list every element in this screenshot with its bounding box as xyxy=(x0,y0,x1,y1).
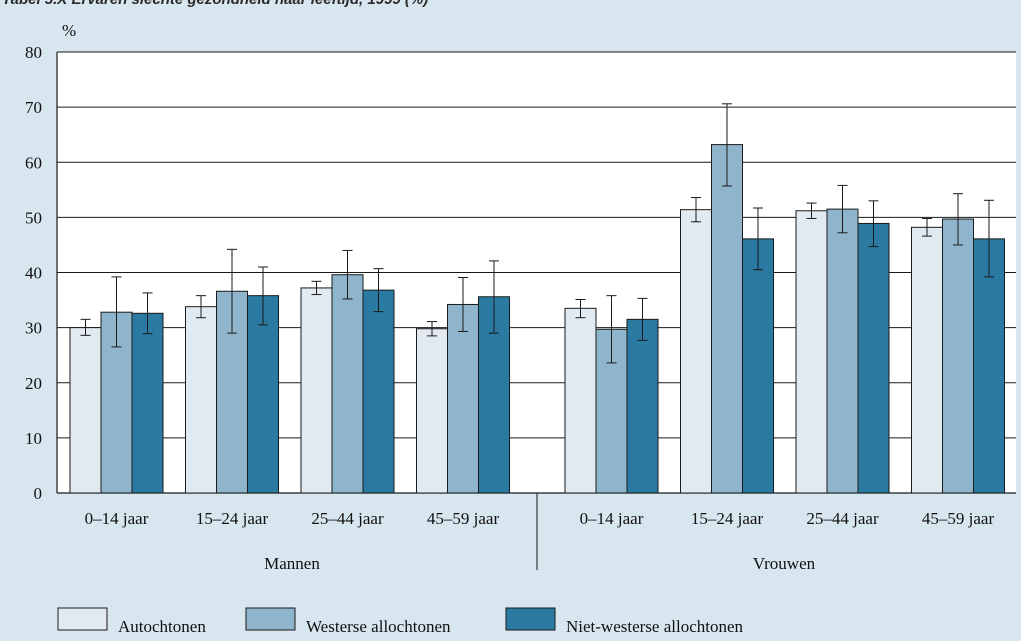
bar xyxy=(331,274,364,494)
x-tick-label: 25–44 jaar xyxy=(311,509,384,528)
y-tick-label: 60 xyxy=(25,153,42,172)
bar xyxy=(973,238,1005,494)
bar xyxy=(362,289,395,494)
bar xyxy=(826,208,859,494)
x-tick-label: 45–59 jaar xyxy=(427,509,500,528)
y-tick-label: 30 xyxy=(25,319,42,338)
y-tick-label: 0 xyxy=(34,484,43,503)
y-tick-label: 70 xyxy=(25,98,42,117)
group-label: Vrouwen xyxy=(753,554,816,573)
bar xyxy=(595,328,628,494)
bar xyxy=(626,318,659,494)
y-tick-label: 10 xyxy=(25,429,42,448)
y-axis-label: % xyxy=(62,21,76,40)
legend-label: Niet-westerse allochtonen xyxy=(566,617,744,636)
x-tick-label: 15–24 jaar xyxy=(196,509,269,528)
bar xyxy=(300,287,333,494)
legend-label: Westerse allochtonen xyxy=(306,617,451,636)
y-tick-label: 40 xyxy=(25,264,42,283)
bar xyxy=(942,218,974,494)
bar xyxy=(416,328,448,494)
y-tick-label: 50 xyxy=(25,208,42,227)
bar xyxy=(680,209,712,494)
y-tick-label: 80 xyxy=(25,43,42,62)
plot-area: 0 10 20 30 40 50 60 70 80% 0–14 jaar 15–24 jaar 25–… xyxy=(25,21,1016,573)
x-tick-label: 0–14 jaar xyxy=(580,509,644,528)
legend-swatch xyxy=(57,607,108,631)
legend: Autochtonen Westerse allochtonen Niet-west… xyxy=(57,607,744,636)
bar xyxy=(564,307,597,494)
x-tick-label: 25–44 jaar xyxy=(806,509,879,528)
legend-swatch xyxy=(505,607,556,631)
bar xyxy=(185,306,217,494)
x-tick-label: 0–14 jaar xyxy=(85,509,149,528)
y-tick-label: 20 xyxy=(25,374,42,393)
bar xyxy=(711,144,743,494)
x-tick-label: 45–59 jaar xyxy=(922,509,995,528)
bar xyxy=(447,303,479,494)
legend-label: Autochtonen xyxy=(118,617,206,636)
x-tick-label: 15–24 jaar xyxy=(691,509,764,528)
bar xyxy=(857,222,890,494)
bar xyxy=(69,327,102,494)
bar xyxy=(247,295,279,494)
bar xyxy=(100,311,133,494)
bar xyxy=(911,226,943,494)
group-label: Mannen xyxy=(264,554,320,573)
legend-swatch xyxy=(245,607,296,631)
bar xyxy=(795,210,828,494)
clipped-title: Tabel 5.X Ervaren slechte gezondheid naa… xyxy=(2,0,428,8)
bar xyxy=(742,238,774,494)
bar xyxy=(131,312,164,494)
